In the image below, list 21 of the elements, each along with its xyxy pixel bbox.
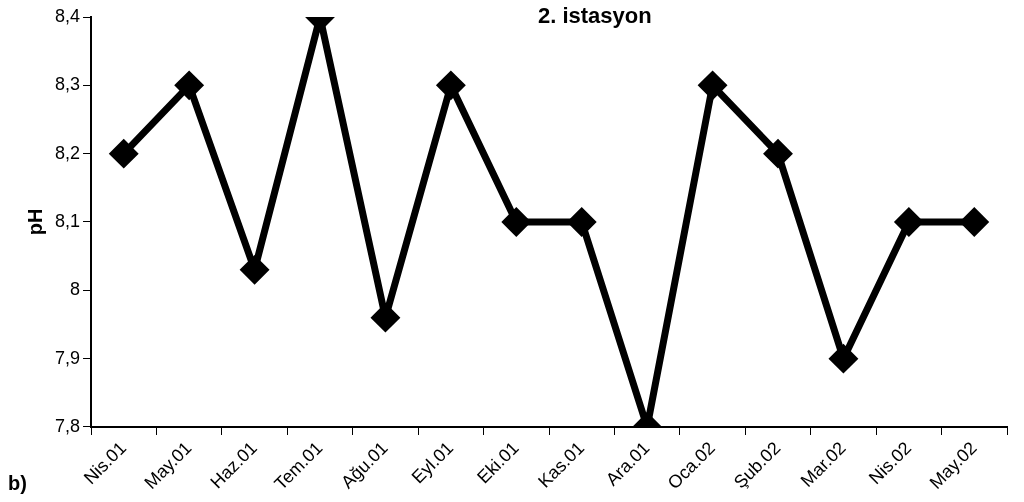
- y-tick-label: 8,3: [54, 74, 81, 95]
- y-tick-label: 8,2: [54, 142, 81, 163]
- point: [110, 140, 138, 168]
- y-tick-label: 7,8: [54, 415, 81, 436]
- y-tick-label: 7,9: [54, 347, 81, 368]
- point: [568, 208, 596, 236]
- point: [241, 256, 269, 284]
- point: [895, 208, 923, 236]
- point: [960, 208, 988, 236]
- point: [829, 345, 857, 373]
- point: [502, 208, 530, 236]
- chart-title: 2. istasyon: [537, 3, 652, 29]
- y-tick-label: 8,4: [54, 5, 81, 26]
- y-axis-title: pH: [23, 208, 46, 236]
- point: [437, 71, 465, 99]
- point: [175, 71, 203, 99]
- y-tick-label: 8: [70, 279, 81, 300]
- y-tick-label: 8,1: [54, 210, 81, 231]
- point: [764, 140, 792, 168]
- point: [699, 71, 727, 99]
- text: b): [8, 471, 27, 494]
